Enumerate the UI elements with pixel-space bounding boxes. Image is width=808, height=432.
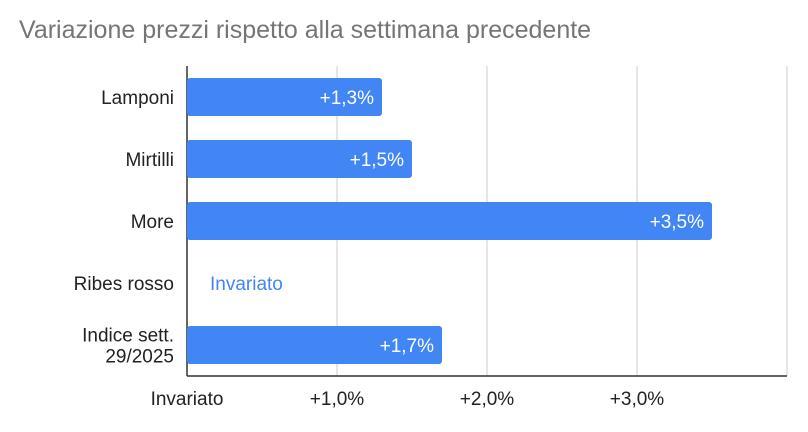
bar [187, 140, 412, 178]
category-label: Ribes rosso [74, 274, 174, 295]
x-tick-label: +2,0% [460, 389, 515, 410]
category-label: More [131, 212, 174, 233]
data-label: +1,5% [350, 150, 405, 171]
x-tick-label: +1,0% [310, 389, 365, 410]
bar [187, 78, 382, 116]
bar [187, 202, 712, 240]
x-tick-label: +3,0% [610, 389, 665, 410]
data-label: +3,5% [650, 212, 705, 233]
category-label: Lamponi [101, 88, 174, 109]
bar [187, 326, 442, 364]
data-label: +1,3% [320, 88, 375, 109]
chart-title: Variazione prezzi rispetto alla settiman… [19, 16, 592, 44]
category-label: Mirtilli [125, 150, 174, 171]
category-label: Indice sett. 29/2025 [82, 326, 174, 368]
x-tick-label: Invariato [151, 389, 224, 410]
data-label: +1,7% [380, 336, 435, 357]
data-label: Invariato [210, 274, 283, 295]
